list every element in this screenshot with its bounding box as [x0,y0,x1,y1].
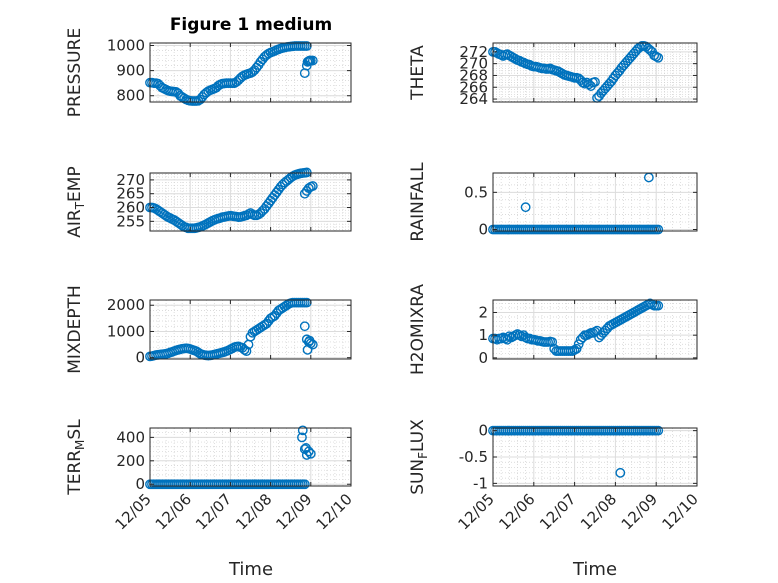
y-tick-label: 2000 [107,296,145,314]
y-tick-label: 900 [116,62,145,80]
y-axis-label: SUNFLUX [408,419,430,495]
data-point [590,77,600,87]
y-axis-label-tail: LUX [408,419,428,452]
y-axis-label: AIRTEMP [65,166,87,237]
y-tick-label: 265 [116,185,145,203]
y-tick-label: 0 [135,349,145,367]
data-point [297,432,307,443]
data-point [651,51,662,62]
y-axis-label-main: TERR [65,450,85,496]
y-tick-label: 200 [116,452,145,470]
y-axis-label-main: AIR [65,209,85,238]
plot-area [150,428,351,486]
data-point [653,224,664,235]
x-axis-label-left: Time [228,559,273,580]
data-point [307,55,318,66]
data-point [307,339,318,350]
data-point [299,321,310,332]
data-point [305,448,316,459]
y-tick-label: 266 [459,78,488,96]
y-axis-label-subscript: F [416,452,430,459]
data-point [547,337,558,347]
y-axis-label: TERRMSL [65,419,87,496]
y-tick-label: 0 [478,422,488,440]
data-point [307,181,318,191]
axes-box [149,42,352,103]
data-point [303,446,314,457]
y-tick-label: 800 [116,87,145,105]
plot-area [493,173,697,231]
data-point [653,300,664,311]
y-axis-label: MIXDEPTH [65,285,85,374]
y-axis-label: PRESSURE [65,28,85,117]
y-axis-label: H2OMIXRA [408,284,428,375]
data-point [305,338,316,349]
y-tick-label: 0 [478,221,488,239]
axes-box [149,427,352,487]
x-axis-label-right: Time [572,559,617,580]
y-axis-label-subscript: M [73,440,87,450]
data-point [520,202,531,213]
y-axis-label-tail: SL [65,419,85,440]
subplot-6: 0 1 2 H2OMIXRA [408,284,698,375]
y-tick-label: 400 [116,428,145,446]
y-axis-label-main: SUN [408,459,428,495]
subplot-5: 0 1000 2000 MIXDEPTH [65,285,352,374]
data-point [571,343,582,354]
y-tick-label: 268 [459,66,488,84]
y-axis-label: RAINFALL [408,162,428,242]
y-tick-label: 1000 [107,322,145,340]
subplot-1: 800 900 1000 PRESSURE [65,28,352,117]
y-tick-label: 0 [478,349,488,367]
data-point [653,52,664,63]
y-tick-label: 255 [116,212,145,230]
y-tick-label: 264 [459,90,488,108]
y-axis-label-main: RAINFALL [408,162,428,242]
data-point [301,167,312,178]
y-tick-label: 270 [116,171,145,189]
y-axis-label-tail: EMP [65,166,85,202]
axes-box [149,299,352,360]
y-axis-label-main: THETA [408,45,428,101]
y-axis-label-main: H2OMIXRA [408,284,428,375]
y-axis-label: THETA [408,45,428,101]
data-point [577,77,588,88]
y-axis-label-main: PRESSURE [65,28,85,117]
y-tick-label: 0 [135,475,145,493]
y-tick-label: 260 [116,199,145,217]
y-tick-label: 272 [459,43,488,61]
subplot-4: 0 0.5 RAINFALL [408,162,698,242]
data-point [241,346,252,357]
data-point [615,467,626,478]
y-axis-label-subscript: T [73,201,87,210]
data-point [297,425,308,436]
y-tick-label: 1000 [107,37,145,55]
y-tick-label: -1 [473,474,488,492]
y-tick-label: -0.5 [459,448,488,466]
y-tick-label: 0.5 [464,183,488,201]
axes-box [492,42,698,103]
y-tick-label: 1 [478,326,488,344]
y-tick-label: 2 [478,303,488,321]
axes-box [492,172,698,232]
figure-title: Figure 1 medium [170,15,332,35]
axes-box [149,172,352,232]
y-axis-label-main: MIXDEPTH [65,285,85,374]
axes-box [492,299,698,360]
data-point [653,425,664,436]
data-point [299,479,310,490]
y-tick-label: 270 [459,55,488,73]
